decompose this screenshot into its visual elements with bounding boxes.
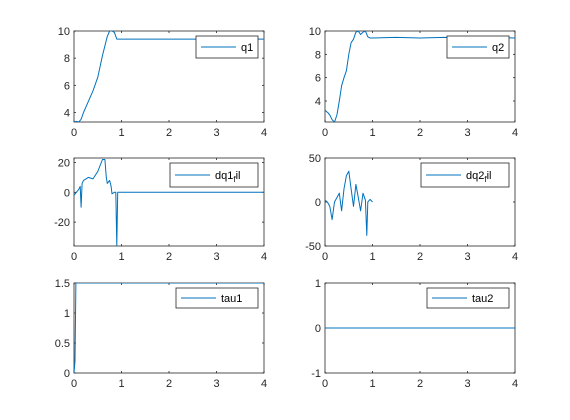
series-line [325, 170, 373, 236]
y-tick-label: 1 [64, 308, 70, 320]
x-tick-label: 4 [261, 378, 267, 390]
legend-label: q2 [492, 42, 504, 54]
x-tick-label: 3 [464, 378, 470, 390]
y-tick-label: 0 [315, 197, 321, 209]
x-tick-label: 3 [213, 251, 219, 263]
x-tick-label: 0 [322, 251, 328, 263]
x-tick-label: 1 [369, 378, 375, 390]
y-tick-label: 0 [315, 323, 321, 335]
x-tick-label: 3 [213, 127, 219, 139]
x-tick-label: 2 [417, 378, 423, 390]
series-line [74, 31, 264, 122]
legend-label: dq1fil [215, 170, 240, 184]
legend: q1 [195, 35, 259, 59]
y-tick-label: 0 [64, 368, 70, 380]
x-tick-label: 1 [118, 251, 124, 263]
y-tick-label: 0 [64, 187, 70, 199]
y-tick-label: 1.5 [55, 278, 70, 290]
x-tick-label: 4 [261, 251, 267, 263]
y-tick-label: 10 [309, 26, 321, 38]
y-tick-label: 8 [64, 53, 70, 65]
x-tick-label: 0 [322, 127, 328, 139]
x-tick-label: 3 [464, 251, 470, 263]
series-line [325, 31, 515, 122]
x-tick-label: 0 [71, 127, 77, 139]
legend: dq1fil [169, 162, 259, 188]
y-tick-label: 4 [64, 107, 70, 119]
x-tick-label: 2 [166, 378, 172, 390]
legend: q2 [446, 35, 510, 59]
series-line [74, 159, 264, 246]
x-tick-label: 1 [118, 127, 124, 139]
legend-label: tau1 [221, 293, 242, 305]
y-tick-label: 1 [315, 278, 321, 290]
x-tick-label: 4 [512, 251, 518, 263]
y-tick-label: 20 [58, 157, 70, 169]
x-tick-label: 1 [369, 251, 375, 263]
x-tick-label: 4 [261, 127, 267, 139]
x-tick-label: 0 [322, 378, 328, 390]
subplot-2: 0 1 2 3 4 4 6 8 10 q2 [309, 26, 518, 139]
subplot-1: 0 1 2 3 4 4 6 8 10 q1 [58, 26, 267, 139]
legend-label: q1 [241, 42, 253, 54]
x-tick-label: 2 [417, 251, 423, 263]
x-tick-label: 2 [417, 127, 423, 139]
y-tick-label: -50 [305, 241, 321, 253]
x-tick-label: 2 [166, 251, 172, 263]
x-tick-label: 4 [512, 127, 518, 139]
x-tick-label: 1 [118, 378, 124, 390]
y-tick-label: -20 [54, 217, 70, 229]
legend: dq2fil [420, 162, 510, 188]
legend-label: dq2fil [466, 170, 491, 184]
y-tick-label: 4 [315, 96, 321, 108]
legend: tau2 [426, 287, 510, 309]
y-tick-label: 50 [309, 153, 321, 165]
x-tick-label: 3 [213, 378, 219, 390]
subplot-5: 0 1 2 3 4 0 0.5 1 1.5 tau1 [55, 278, 267, 390]
series-line [74, 283, 264, 373]
legend-box [175, 287, 259, 309]
legend-box [426, 287, 510, 309]
x-tick-label: 2 [166, 127, 172, 139]
y-tick-label: 6 [315, 73, 321, 85]
x-tick-label: 1 [369, 127, 375, 139]
y-tick-label: 0.5 [55, 338, 70, 350]
y-tick-label: 6 [64, 80, 70, 92]
legend: tau1 [175, 287, 259, 309]
x-tick-label: 0 [71, 378, 77, 390]
y-tick-label: 10 [58, 26, 70, 38]
x-tick-label: 4 [512, 378, 518, 390]
y-tick-label: 8 [315, 49, 321, 61]
x-tick-label: 0 [71, 251, 77, 263]
subplot-3: 0 1 2 3 4 -20 0 20 dq1fil [54, 157, 267, 263]
legend-label: tau2 [472, 293, 493, 305]
x-tick-label: 3 [464, 127, 470, 139]
y-tick-label: -1 [311, 368, 321, 380]
